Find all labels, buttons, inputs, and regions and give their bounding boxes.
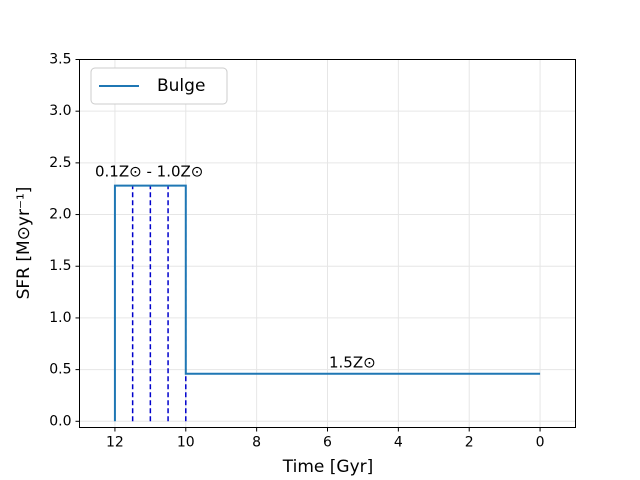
legend-label: Bulge [157, 76, 205, 96]
y-tick-label: 0.5 [49, 362, 71, 378]
y-tick-label: 1.5 [49, 258, 71, 274]
annotation: 0.1Z⊙ - 1.0Z⊙ [95, 163, 203, 181]
y-tick-label: 3.0 [49, 103, 71, 119]
line [113, 184, 541, 422]
x-tick-label: 0 [536, 435, 545, 451]
x-tick-label: 12 [106, 435, 124, 451]
y-tick-label: 2.0 [49, 207, 71, 223]
x-tick-label: 4 [394, 435, 403, 451]
plot [113, 184, 541, 422]
x-tick-label: 8 [252, 435, 261, 451]
y-tick-label: 0.0 [49, 413, 71, 429]
y-tick-label: 3.5 [49, 52, 71, 68]
x-tick-label: 10 [177, 435, 195, 451]
y-axis-label: SFR [M⊙yr⁻¹] [14, 187, 34, 300]
annotation: 1.5Z⊙ [329, 354, 376, 372]
y-tick-label: 1.0 [49, 310, 71, 326]
x-axis-label: Time [Gyr] [282, 457, 374, 477]
x-tick-label: 2 [465, 435, 474, 451]
y-tick-label: 2.5 [49, 155, 71, 171]
x-tick-label: 6 [323, 435, 332, 451]
legend [90, 67, 228, 105]
